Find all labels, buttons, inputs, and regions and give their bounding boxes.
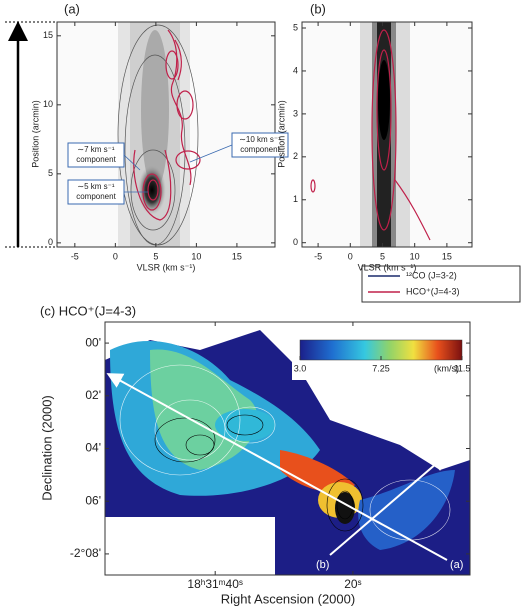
- colorbar-unit: (km/s): [434, 363, 459, 373]
- legend-label: HCO⁺(J=4-3): [406, 286, 460, 296]
- colorbar-tick-label: 3.0: [294, 363, 307, 373]
- x-tick-label: 20ˢ: [344, 577, 361, 591]
- legend-box: [361, 265, 521, 303]
- annotation-text: component: [240, 145, 280, 154]
- y-axis-title: Declination (2000): [39, 395, 54, 501]
- annotation-box: [231, 132, 289, 158]
- y-tick-label: 4: [293, 65, 298, 75]
- panel-label: (c) HCO⁺(J=4-3): [40, 303, 136, 318]
- annotation-pointer: [189, 144, 233, 163]
- y-tick-label: 5: [293, 22, 298, 32]
- x-tick-label: 5: [153, 251, 158, 261]
- annotation-text: ∼7 km s⁻¹: [77, 145, 114, 154]
- x-tick-label: 18ʰ31ᵐ40ˢ: [187, 577, 243, 591]
- panel-label: (a): [64, 1, 80, 16]
- annotation-text: ∼5 km s⁻¹: [77, 182, 114, 191]
- cut-label: (a): [450, 559, 463, 571]
- legend-label: ¹²CO (J=3-2): [406, 270, 457, 280]
- y-axis-title: Position (arcmin): [276, 100, 286, 168]
- y-tick-label: 5: [48, 168, 53, 178]
- pv-image: [57, 22, 275, 247]
- annotation-pointer: [123, 154, 141, 171]
- cut-label: (b): [316, 559, 329, 571]
- y-tick-label: 0: [293, 237, 298, 247]
- annotation-box: [67, 179, 125, 205]
- annotation-box: [67, 142, 125, 168]
- x-tick-label: 0: [113, 251, 118, 261]
- x-tick-label: 15: [442, 251, 452, 261]
- y-tick-label: 04': [85, 441, 101, 455]
- axes-frame: [301, 21, 473, 248]
- annotation-text: ∼10 km s⁻¹: [239, 135, 281, 144]
- y-tick-label: 0: [48, 237, 53, 247]
- x-tick-label: 15: [232, 251, 242, 261]
- x-axis-title: Right Ascension (2000): [221, 591, 355, 606]
- annotation-text: component: [76, 155, 116, 164]
- colorbar-tick-label: 7.25: [372, 363, 390, 373]
- y-tick-label: -2°08': [70, 546, 101, 560]
- pv-image: [302, 22, 472, 247]
- y-tick-label: 3: [293, 108, 298, 118]
- colorbar-tick-label: 11.5: [454, 363, 471, 373]
- x-tick-label: 5: [380, 251, 385, 261]
- y-tick-label: 10: [43, 99, 53, 109]
- x-axis-title: VLSR (km s⁻¹): [137, 262, 196, 272]
- x-tick-label: -5: [314, 251, 322, 261]
- panel-label: (b): [310, 1, 326, 16]
- y-tick-label: 06': [85, 493, 101, 507]
- x-tick-label: 10: [191, 251, 201, 261]
- y-tick-label: 00': [85, 335, 101, 349]
- y-tick-label: 2: [293, 151, 298, 161]
- y-tick-label: 1: [293, 194, 298, 204]
- x-axis-title: VLSR (km s⁻¹): [358, 262, 417, 272]
- y-tick-label: 15: [43, 30, 53, 40]
- y-tick-label: 02': [85, 388, 101, 402]
- x-tick-label: 10: [410, 251, 420, 261]
- velocity-map: [105, 322, 470, 575]
- x-tick-label: -5: [71, 251, 79, 261]
- annotation-text: component: [76, 192, 116, 201]
- y-axis-title: Position (arcmin): [30, 100, 40, 168]
- x-tick-label: 0: [348, 251, 353, 261]
